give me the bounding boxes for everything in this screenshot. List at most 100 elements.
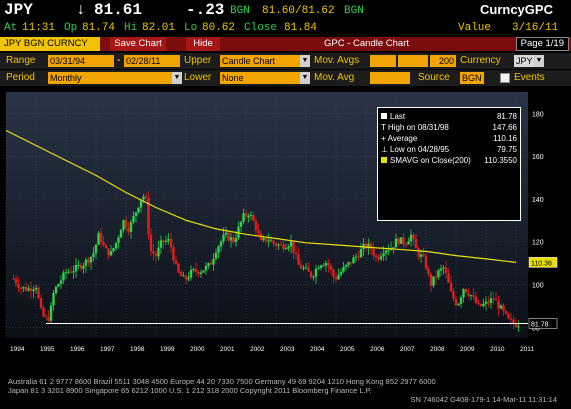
candle-body	[59, 280, 63, 285]
candle-body	[192, 269, 195, 271]
candle-body	[397, 238, 400, 244]
mov-avg-3-input[interactable]: 200	[430, 55, 456, 67]
candle-body	[269, 240, 273, 242]
legend-average-label: Average	[387, 134, 418, 143]
candle-body	[197, 271, 200, 275]
candle-body	[457, 303, 460, 306]
candle-body	[94, 244, 98, 254]
candle-body	[82, 265, 85, 269]
candle-body	[352, 257, 355, 264]
candle-body	[499, 305, 503, 309]
candle-body	[112, 248, 115, 252]
candle-body	[297, 254, 300, 265]
candle-body	[482, 303, 485, 307]
candle-body	[287, 246, 290, 249]
lower-select[interactable]: None	[220, 72, 300, 84]
candle-body	[304, 267, 308, 269]
period-select[interactable]: Monthly	[48, 72, 174, 84]
candle-body	[254, 220, 258, 231]
candle-body	[117, 237, 120, 243]
source-input[interactable]: BGN	[460, 72, 484, 84]
candle-body	[202, 270, 205, 273]
candle-body	[114, 242, 118, 249]
x-tick-label: 1998	[130, 346, 145, 353]
legend-smavg-value: 110.3550	[484, 156, 517, 165]
quote-details: At 11:31 Op 81.74 Hi 82.01 Lo 80.62 Clos…	[0, 22, 571, 36]
candle-body	[97, 232, 100, 245]
candle-body	[194, 269, 198, 272]
chevron-down-icon[interactable]: ▼	[172, 72, 182, 84]
smavg-tag-box	[528, 257, 558, 268]
candle-body	[374, 255, 378, 258]
events-checkbox[interactable]	[500, 73, 510, 83]
candle-body	[292, 241, 295, 253]
legend-low: ⊥ Low on 04/28/95 79.75	[381, 144, 517, 155]
value-date: 3/16/11	[512, 22, 559, 34]
candle-body	[392, 247, 395, 249]
candle-body	[437, 270, 440, 278]
candle-body	[449, 282, 453, 292]
candle-body	[289, 241, 293, 247]
lower-label: Lower	[184, 72, 212, 83]
currency-select[interactable]: JPY	[514, 55, 534, 67]
chevron-down-icon[interactable]: ▼	[300, 55, 310, 67]
candle-body	[434, 276, 438, 278]
candle-body	[484, 301, 488, 304]
x-tick-label: 2006	[370, 346, 385, 353]
candle-body	[354, 256, 358, 258]
hide-button[interactable]: Hide	[186, 37, 220, 51]
candle-body	[104, 245, 108, 249]
candle-body	[199, 272, 203, 275]
candle-body	[204, 265, 208, 271]
candle-body	[79, 264, 83, 269]
candle-body	[242, 213, 245, 222]
candle-body	[277, 244, 280, 246]
candle-body	[152, 251, 155, 254]
candle-body	[232, 237, 235, 243]
candle-body	[299, 264, 303, 269]
mov-avg-lower-input[interactable]	[370, 72, 410, 84]
save-chart-button[interactable]: Save Chart	[110, 37, 166, 51]
candle-body	[407, 241, 410, 245]
range-start-input[interactable]: 03/31/94	[48, 55, 114, 67]
candle-body	[119, 229, 123, 238]
x-tick-label: 1995	[40, 346, 55, 353]
chevron-down-icon[interactable]: ▼	[300, 72, 310, 84]
candle-body	[184, 275, 188, 280]
candle-body	[334, 277, 338, 280]
y-tick-label: 100	[532, 283, 544, 290]
candle-body	[22, 286, 25, 289]
candle-body	[274, 243, 278, 246]
chevron-down-icon[interactable]: ▼	[534, 55, 544, 67]
candle-body	[467, 292, 470, 296]
candle-body	[257, 230, 260, 234]
candle-body	[497, 300, 500, 309]
candle-body	[172, 247, 175, 261]
candle-body	[182, 275, 185, 277]
candle-body	[329, 265, 333, 270]
upper-select[interactable]: Candle Chart	[220, 55, 300, 67]
x-tick-label: 2008	[430, 346, 445, 353]
range-end-input[interactable]: 02/28/11	[124, 55, 180, 67]
low-value: 80.62	[202, 22, 236, 34]
candle-body	[364, 243, 368, 249]
candle-body	[384, 250, 388, 254]
page-indicator[interactable]: Page 1/19	[515, 37, 569, 51]
function-code: CurncyGPC	[480, 2, 553, 17]
candle-body	[507, 313, 510, 319]
high-marker-icon: T	[381, 123, 386, 132]
candle-body	[167, 238, 170, 241]
mov-avg-2-input[interactable]	[398, 55, 428, 67]
legend-average-value: 110.16	[493, 134, 517, 143]
candle-body	[174, 260, 178, 264]
candle-body	[469, 295, 473, 297]
candle-body	[267, 240, 270, 242]
candle-body	[159, 240, 163, 248]
candle-body	[157, 247, 160, 257]
x-tick-label: 2002	[250, 346, 265, 353]
candle-body	[379, 256, 383, 260]
candle-body	[309, 271, 313, 278]
mov-avg-1-input[interactable]	[370, 55, 396, 67]
legend-last-value: 81.78	[496, 112, 517, 121]
security-tab[interactable]: JPY BGN CURNCY	[0, 37, 100, 51]
